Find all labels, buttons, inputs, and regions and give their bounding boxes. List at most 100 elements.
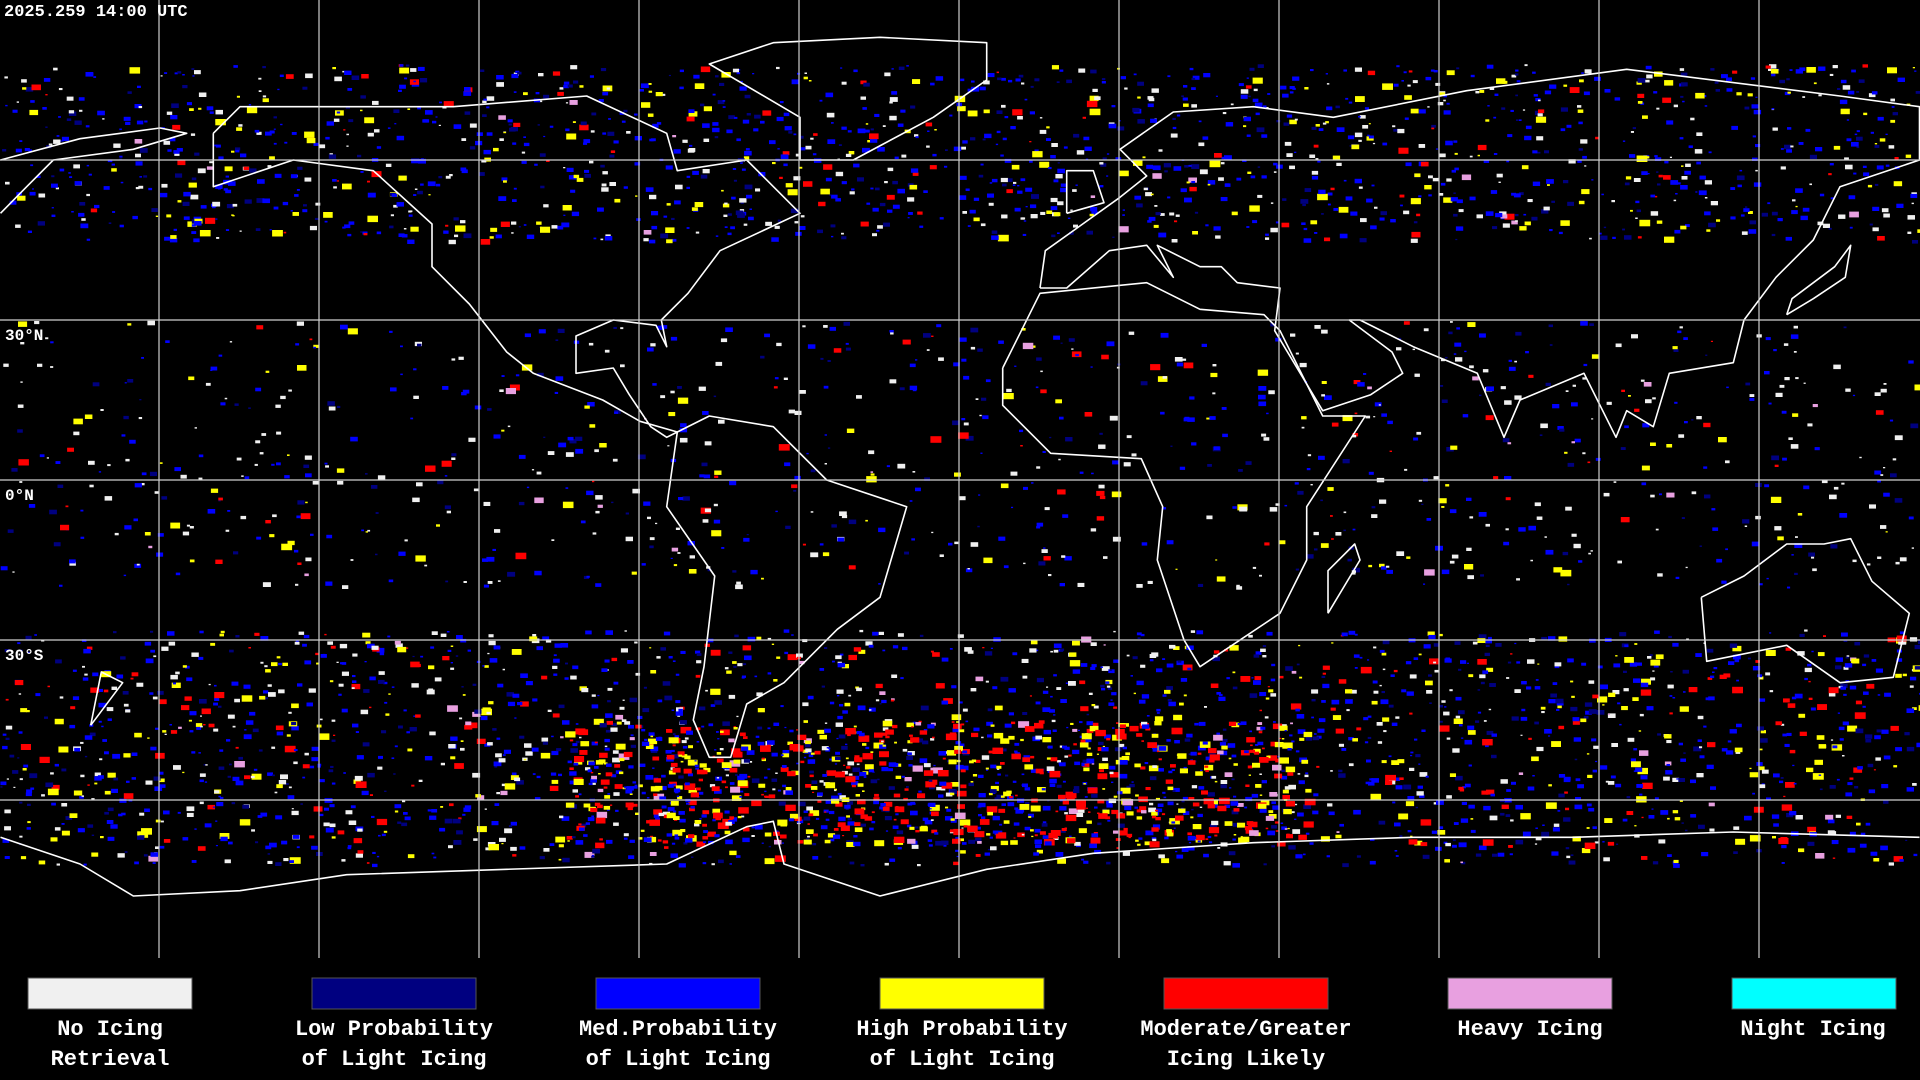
icing-pixel [878,631,884,635]
icing-pixel [139,399,142,401]
icing-pixel [291,132,297,135]
icing-pixel [980,223,986,227]
icing-pixel [785,787,792,791]
icing-pixel [1842,755,1845,757]
icing-pixel [499,389,504,392]
icing-pixel [1874,143,1878,145]
icing-pixel [1799,731,1807,736]
icing-pixel [665,227,675,233]
icing-pixel [736,72,741,75]
icing-pixel [1368,564,1373,568]
icing-pixel [998,340,1004,344]
icing-pixel [276,431,282,435]
icing-pixel [1409,767,1415,771]
icing-pixel [1839,738,1844,741]
icing-pixel [1755,96,1758,98]
icing-pixel [1335,105,1340,109]
icing-pixel [1545,549,1554,555]
icing-pixel [1799,633,1805,637]
icing-pixel [1704,494,1711,499]
icing-pixel [1272,723,1283,730]
icing-pixel [198,656,204,660]
icing-pixel [1558,231,1563,235]
icing-pixel [1395,785,1403,790]
icing-pixel [889,115,897,121]
icing-pixel [1407,796,1415,801]
icing-pixel [514,777,521,782]
icing-pixel [1695,191,1698,193]
icing-pixel [118,813,123,817]
icing-pixel [959,838,964,842]
icing-pixel [1626,811,1634,815]
icing-pixel [1584,165,1587,167]
icing-pixel [1867,763,1874,768]
icing-pixel [1128,331,1135,335]
icing-pixel [558,773,562,777]
icing-pixel [1300,199,1309,204]
icing-pixel [1703,422,1711,428]
icing-pixel [1175,850,1178,853]
icing-pixel [302,209,308,213]
icing-pixel [290,174,298,179]
icing-pixel [1367,736,1372,739]
icing-pixel [714,470,722,475]
icing-pixel [294,749,298,752]
icing-pixel [1379,499,1387,504]
icing-pixel [939,217,944,220]
icing-pixel [298,631,305,635]
icing-pixel [1574,758,1578,761]
icing-pixel [545,639,552,643]
icing-pixel [1505,814,1511,817]
icing-pixel [1565,506,1572,511]
icing-pixel [887,209,893,213]
icing-pixel [165,340,170,343]
icing-pixel [1519,226,1527,231]
icing-pixel [329,804,335,808]
icing-pixel [939,554,944,557]
icing-pixel [182,665,187,668]
icing-pixel [573,80,579,84]
icing-pixel [1443,95,1447,98]
icing-pixel [1817,704,1827,710]
icing-pixel [1102,157,1107,160]
icing-pixel [809,774,814,778]
icing-pixel [791,484,798,489]
icing-pixel [684,755,691,760]
icing-pixel [949,789,957,794]
icing-pixel [448,845,453,849]
icing-pixel [1068,338,1075,342]
icing-pixel [1678,742,1683,746]
icing-pixel [352,675,356,678]
icing-pixel [1201,343,1207,347]
icing-pixel [1131,453,1137,457]
icing-pixel [1338,743,1344,747]
icing-pixel [1369,860,1376,865]
icing-pixel [1256,726,1263,731]
icing-pixel [188,719,192,722]
icing-pixel [807,695,814,700]
icing-pixel [342,70,345,73]
icing-pixel [347,88,353,91]
icing-pixel [1493,153,1498,155]
icing-pixel [363,233,368,236]
icing-pixel [846,428,855,433]
icing-pixel [1218,696,1226,701]
icing-pixel [1382,142,1388,146]
icing-pixel [1732,645,1742,652]
icing-pixel [208,723,215,728]
icing-pixel [86,164,90,167]
icing-pixel [1748,211,1753,214]
icing-pixel [1766,797,1771,801]
icing-pixel [1589,323,1594,326]
icing-pixel [870,471,874,473]
icing-pixel [1844,663,1853,668]
icing-pixel [478,172,485,176]
icing-pixel [1845,656,1849,659]
icing-pixel [1578,121,1583,125]
icing-pixel [428,665,435,670]
icing-pixel [286,734,291,737]
icing-pixel [1663,776,1670,781]
icing-pixel [394,640,401,645]
icing-pixel [552,713,560,718]
icing-pixel [680,423,687,428]
